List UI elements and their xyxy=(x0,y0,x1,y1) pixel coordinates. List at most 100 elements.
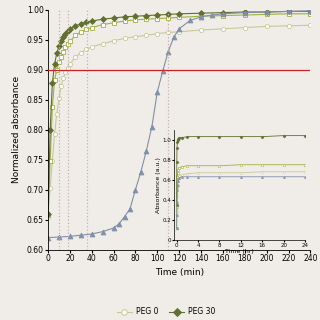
PEG 0 xyxy=(133,35,137,38)
PEG 10 xyxy=(90,26,94,29)
PEG 0 xyxy=(287,24,291,28)
DSL 18 NR-AO xyxy=(139,170,143,173)
DSL 18 NR-AO xyxy=(265,10,268,14)
PEG 10 xyxy=(101,23,105,27)
PEG 30 xyxy=(177,12,181,16)
DSL 18 NR-AO xyxy=(172,35,176,39)
PEG 30 xyxy=(221,11,225,14)
PEG 30 xyxy=(243,10,247,14)
DSL 18 NR-AO xyxy=(46,236,50,239)
PEG 30 xyxy=(101,17,105,21)
PEG 30 xyxy=(68,28,72,31)
DSL 18 NR-AO xyxy=(79,233,83,237)
PEG 0 xyxy=(221,27,225,31)
PEG 30 xyxy=(79,22,83,26)
PEG 10 xyxy=(64,45,68,49)
PEG 30 xyxy=(51,81,54,85)
PEG 30 xyxy=(46,212,50,216)
PEG 0 xyxy=(156,32,159,36)
PEG 0 xyxy=(52,132,57,136)
PEG 30 xyxy=(48,128,52,132)
DSL 18 NR-AO xyxy=(57,235,61,239)
PEG 10 xyxy=(46,213,50,217)
PEG 10 xyxy=(79,30,83,34)
PEG 10 xyxy=(265,12,268,16)
DSL 18 NR-AO xyxy=(117,222,121,226)
DSL 18 NR-AO xyxy=(243,11,247,14)
PEG 30 xyxy=(55,52,59,55)
PEG 0 xyxy=(84,47,88,51)
PEG 30 xyxy=(199,11,203,15)
DSL 18 NR-AO xyxy=(90,232,94,236)
PEG 30 xyxy=(52,62,57,66)
PEG 10 xyxy=(51,105,54,109)
PEG 10 xyxy=(59,55,63,59)
DSL 18 NR-AO xyxy=(128,207,132,211)
Line: DSL 18 NR-AO: DSL 18 NR-AO xyxy=(45,8,313,240)
PEG 0 xyxy=(112,39,116,43)
PEG 10 xyxy=(55,68,59,72)
PEG 0 xyxy=(123,36,126,40)
DSL 18 NR-AO xyxy=(123,215,126,219)
PEG 30 xyxy=(73,24,77,28)
PEG 0 xyxy=(177,30,181,34)
PEG 0 xyxy=(101,42,105,46)
PEG 30 xyxy=(66,29,70,33)
PEG 10 xyxy=(66,43,70,46)
PEG 30 xyxy=(265,10,268,14)
PEG 30 xyxy=(59,39,63,43)
DSL 18 NR-AO xyxy=(112,226,116,230)
PEG 30 xyxy=(133,14,137,18)
DSL 18 NR-AO xyxy=(68,235,72,238)
PEG 0 xyxy=(166,30,170,34)
DSL 18 NR-AO xyxy=(133,188,137,191)
PEG 30 xyxy=(90,19,94,23)
DSL 18 NR-AO xyxy=(221,12,225,16)
PEG 10 xyxy=(144,17,148,21)
PEG 30 xyxy=(287,10,291,13)
PEG 10 xyxy=(243,13,247,17)
PEG 10 xyxy=(287,12,291,16)
PEG 0 xyxy=(46,215,50,219)
DSL 18 NR-AO xyxy=(287,10,291,13)
X-axis label: Time (min): Time (min) xyxy=(155,268,204,277)
PEG 10 xyxy=(199,14,203,18)
DSL 18 NR-AO xyxy=(166,50,170,53)
PEG 10 xyxy=(221,14,225,18)
PEG 0 xyxy=(90,45,94,49)
PEG 30 xyxy=(64,32,68,36)
PEG 0 xyxy=(265,25,268,28)
PEG 0 xyxy=(79,51,83,55)
DSL 18 NR-AO xyxy=(150,125,154,129)
PEG 10 xyxy=(52,78,57,82)
PEG 10 xyxy=(133,18,137,22)
DSL 18 NR-AO xyxy=(156,90,159,94)
PEG 10 xyxy=(57,60,61,64)
Line: PEG 0: PEG 0 xyxy=(46,23,313,219)
PEG 10 xyxy=(48,159,52,163)
PEG 10 xyxy=(166,16,170,20)
DSL 18 NR-AO xyxy=(188,19,192,22)
PEG 30 xyxy=(61,35,65,39)
PEG 0 xyxy=(51,159,54,163)
PEG 30 xyxy=(123,15,126,19)
PEG 0 xyxy=(199,28,203,32)
PEG 30 xyxy=(308,10,312,13)
PEG 10 xyxy=(61,50,65,53)
PEG 30 xyxy=(112,16,116,20)
PEG 10 xyxy=(156,17,159,20)
DSL 18 NR-AO xyxy=(101,230,105,234)
Line: PEG 10: PEG 10 xyxy=(46,12,313,217)
DSL 18 NR-AO xyxy=(177,27,181,31)
PEG 10 xyxy=(68,39,72,43)
DSL 18 NR-AO xyxy=(210,13,214,17)
PEG 0 xyxy=(73,55,77,59)
Y-axis label: Normalized absorbance: Normalized absorbance xyxy=(12,76,21,183)
PEG 0 xyxy=(66,66,70,70)
PEG 0 xyxy=(144,34,148,37)
PEG 10 xyxy=(84,28,88,31)
DSL 18 NR-AO xyxy=(199,15,203,19)
DSL 18 NR-AO xyxy=(161,69,165,73)
PEG 10 xyxy=(123,19,126,23)
PEG 30 xyxy=(166,12,170,16)
